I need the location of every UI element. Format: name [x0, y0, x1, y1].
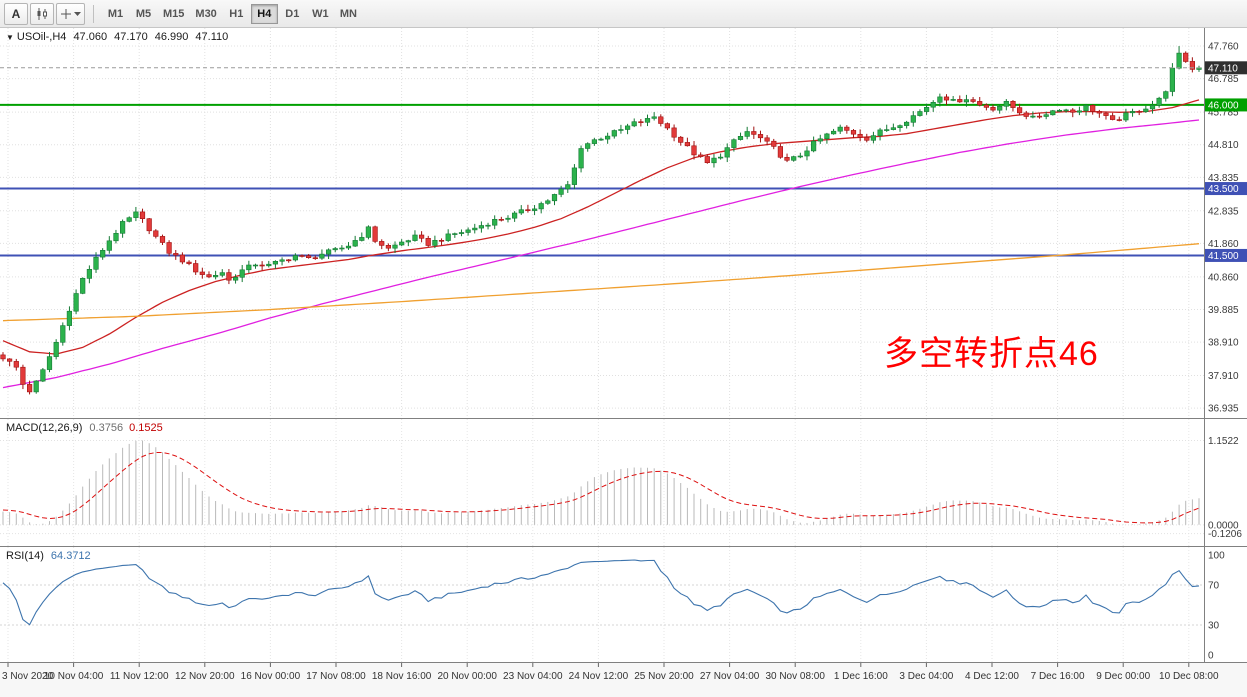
timeframe-button-d1[interactable]: D1	[279, 4, 306, 24]
time-axis-label: 11 Nov 12:00	[110, 671, 169, 682]
svg-text:70: 70	[1208, 581, 1220, 592]
svg-text:41.500: 41.500	[1208, 251, 1239, 262]
chart-type-button[interactable]	[30, 2, 54, 25]
slow-ma-line	[2, 243, 1200, 322]
svg-text:43.835: 43.835	[1208, 173, 1239, 184]
price-tag	[1205, 182, 1247, 196]
time-axis-label: 27 Nov 04:00	[700, 671, 760, 682]
time-axis-label: 4 Dec 12:00	[965, 671, 1019, 682]
fast-ma-line	[2, 99, 1200, 355]
macd-indicator-name: MACD(12,26,9)	[6, 422, 83, 434]
crosshair-button[interactable]	[56, 2, 85, 25]
time-axis-label: 7 Dec 16:00	[1031, 671, 1085, 682]
macd-signal-value: 0.1525	[129, 422, 163, 434]
time-axis-label: 20 Nov 00:00	[437, 671, 497, 682]
svg-text:0.0000: 0.0000	[1208, 520, 1239, 531]
time-axis-label: 10 Nov 04:00	[44, 671, 104, 682]
chevron-down-icon	[74, 11, 81, 17]
time-axis-label: 9 Dec 00:00	[1096, 671, 1150, 682]
time-axis-label: 16 Nov 00:00	[241, 671, 301, 682]
timeframe-button-h1[interactable]: H1	[223, 4, 250, 24]
price-tag	[1205, 61, 1247, 75]
collapse-arrow-icon[interactable]: ▼	[6, 33, 14, 42]
symbol-title: USOil-,H4	[16, 31, 67, 43]
auto-scroll-button[interactable]: A	[4, 2, 28, 25]
open-value: 47.060	[73, 31, 108, 43]
rsi-line	[2, 559, 1200, 626]
svg-text:38.910: 38.910	[1208, 338, 1239, 349]
svg-text:39.885: 39.885	[1208, 305, 1239, 316]
svg-text:43.500: 43.500	[1208, 184, 1239, 195]
rsi-label: RSI(14) 64.3712	[6, 550, 91, 562]
timeframe-button-w1[interactable]: W1	[307, 4, 334, 24]
timeframe-button-mn[interactable]: MN	[335, 4, 362, 24]
svg-text:100: 100	[1208, 551, 1225, 562]
macd-histogram	[2, 440, 1200, 525]
svg-text:1.1522: 1.1522	[1208, 436, 1239, 447]
time-axis-label: 12 Nov 20:00	[175, 671, 235, 682]
timeframe-group: M1 M5 M15 M30 H1 H4 D1 W1 MN	[102, 3, 362, 24]
toolbar: A M1 M5 M15 M30 H1 H4 D1 W1 MN	[0, 0, 1247, 28]
macd-main-value: 0.3756	[89, 422, 124, 434]
rsi-indicator-panel[interactable]: 100 70 30 0	[0, 547, 1247, 663]
svg-text:44.810: 44.810	[1208, 140, 1239, 151]
svg-text:45.785: 45.785	[1208, 108, 1239, 119]
timeframe-button-m30[interactable]: M30	[190, 4, 221, 24]
time-axis-label: 23 Nov 04:00	[503, 671, 563, 682]
timeframe-button-m15[interactable]: M15	[158, 4, 189, 24]
time-axis-label: 3 Dec 04:00	[899, 671, 953, 682]
candles-group	[0, 46, 1202, 395]
svg-text:46.000: 46.000	[1208, 100, 1239, 111]
svg-text:30: 30	[1208, 621, 1220, 632]
svg-text:-0.1206: -0.1206	[1208, 529, 1242, 540]
time-axis-label: 18 Nov 16:00	[372, 671, 432, 682]
mid-ma-line	[2, 119, 1200, 389]
time-axis-label: 30 Nov 08:00	[765, 671, 825, 682]
svg-text:42.835: 42.835	[1208, 206, 1239, 217]
time-axis-label: 24 Nov 12:00	[569, 671, 629, 682]
svg-text:41.860: 41.860	[1208, 239, 1239, 250]
svg-text:47.760: 47.760	[1208, 42, 1239, 53]
svg-text:40.860: 40.860	[1208, 272, 1239, 283]
crosshair-icon	[60, 8, 72, 20]
macd-label: MACD(12,26,9) 0.3756 0.1525	[6, 422, 163, 434]
price-tag	[1205, 248, 1247, 262]
time-axis-label: 1 Dec 16:00	[834, 671, 888, 682]
price-tag	[1205, 98, 1247, 112]
low-value: 46.990	[154, 31, 189, 43]
timeframe-button-m5[interactable]: M5	[130, 4, 157, 24]
timeframe-button-m1[interactable]: M1	[102, 4, 129, 24]
candlestick-chart-icon	[35, 7, 49, 21]
symbol-ohlc-line: ▼ USOil-,H4 47.060 47.170 46.990 47.110	[6, 31, 228, 43]
toolbar-separator	[93, 4, 94, 23]
svg-text:47.110: 47.110	[1208, 63, 1238, 74]
svg-text:36.935: 36.935	[1208, 404, 1239, 415]
svg-text:46.785: 46.785	[1208, 74, 1239, 85]
timeframe-button-h4[interactable]: H4	[250, 3, 278, 24]
macd-signal-line	[2, 452, 1200, 524]
time-axis-label: 10 Dec 08:00	[1159, 671, 1219, 682]
time-axis-label: 3 Nov 2020	[2, 671, 54, 682]
rsi-indicator-name: RSI(14)	[6, 550, 44, 562]
close-value: 47.110	[195, 31, 229, 43]
time-axis-label: 25 Nov 20:00	[634, 671, 694, 682]
svg-text:0: 0	[1208, 651, 1214, 662]
time-axis-label: 17 Nov 08:00	[306, 671, 366, 682]
rsi-value: 64.3712	[50, 550, 91, 562]
macd-indicator-panel[interactable]: 1.1522 0.0000-0.1206	[0, 419, 1247, 547]
high-value: 47.170	[114, 31, 148, 43]
chart-area: 47.760 46.785 45.785 44.810 43.835 42.835 41.8…	[0, 28, 1247, 697]
main-price-chart[interactable]: 47.760 46.785 45.785 44.810 43.835 42.835 41.8…	[0, 28, 1247, 419]
chart-text-annotation[interactable]: 多空转折点46	[884, 335, 1099, 373]
svg-text:37.910: 37.910	[1208, 371, 1239, 382]
